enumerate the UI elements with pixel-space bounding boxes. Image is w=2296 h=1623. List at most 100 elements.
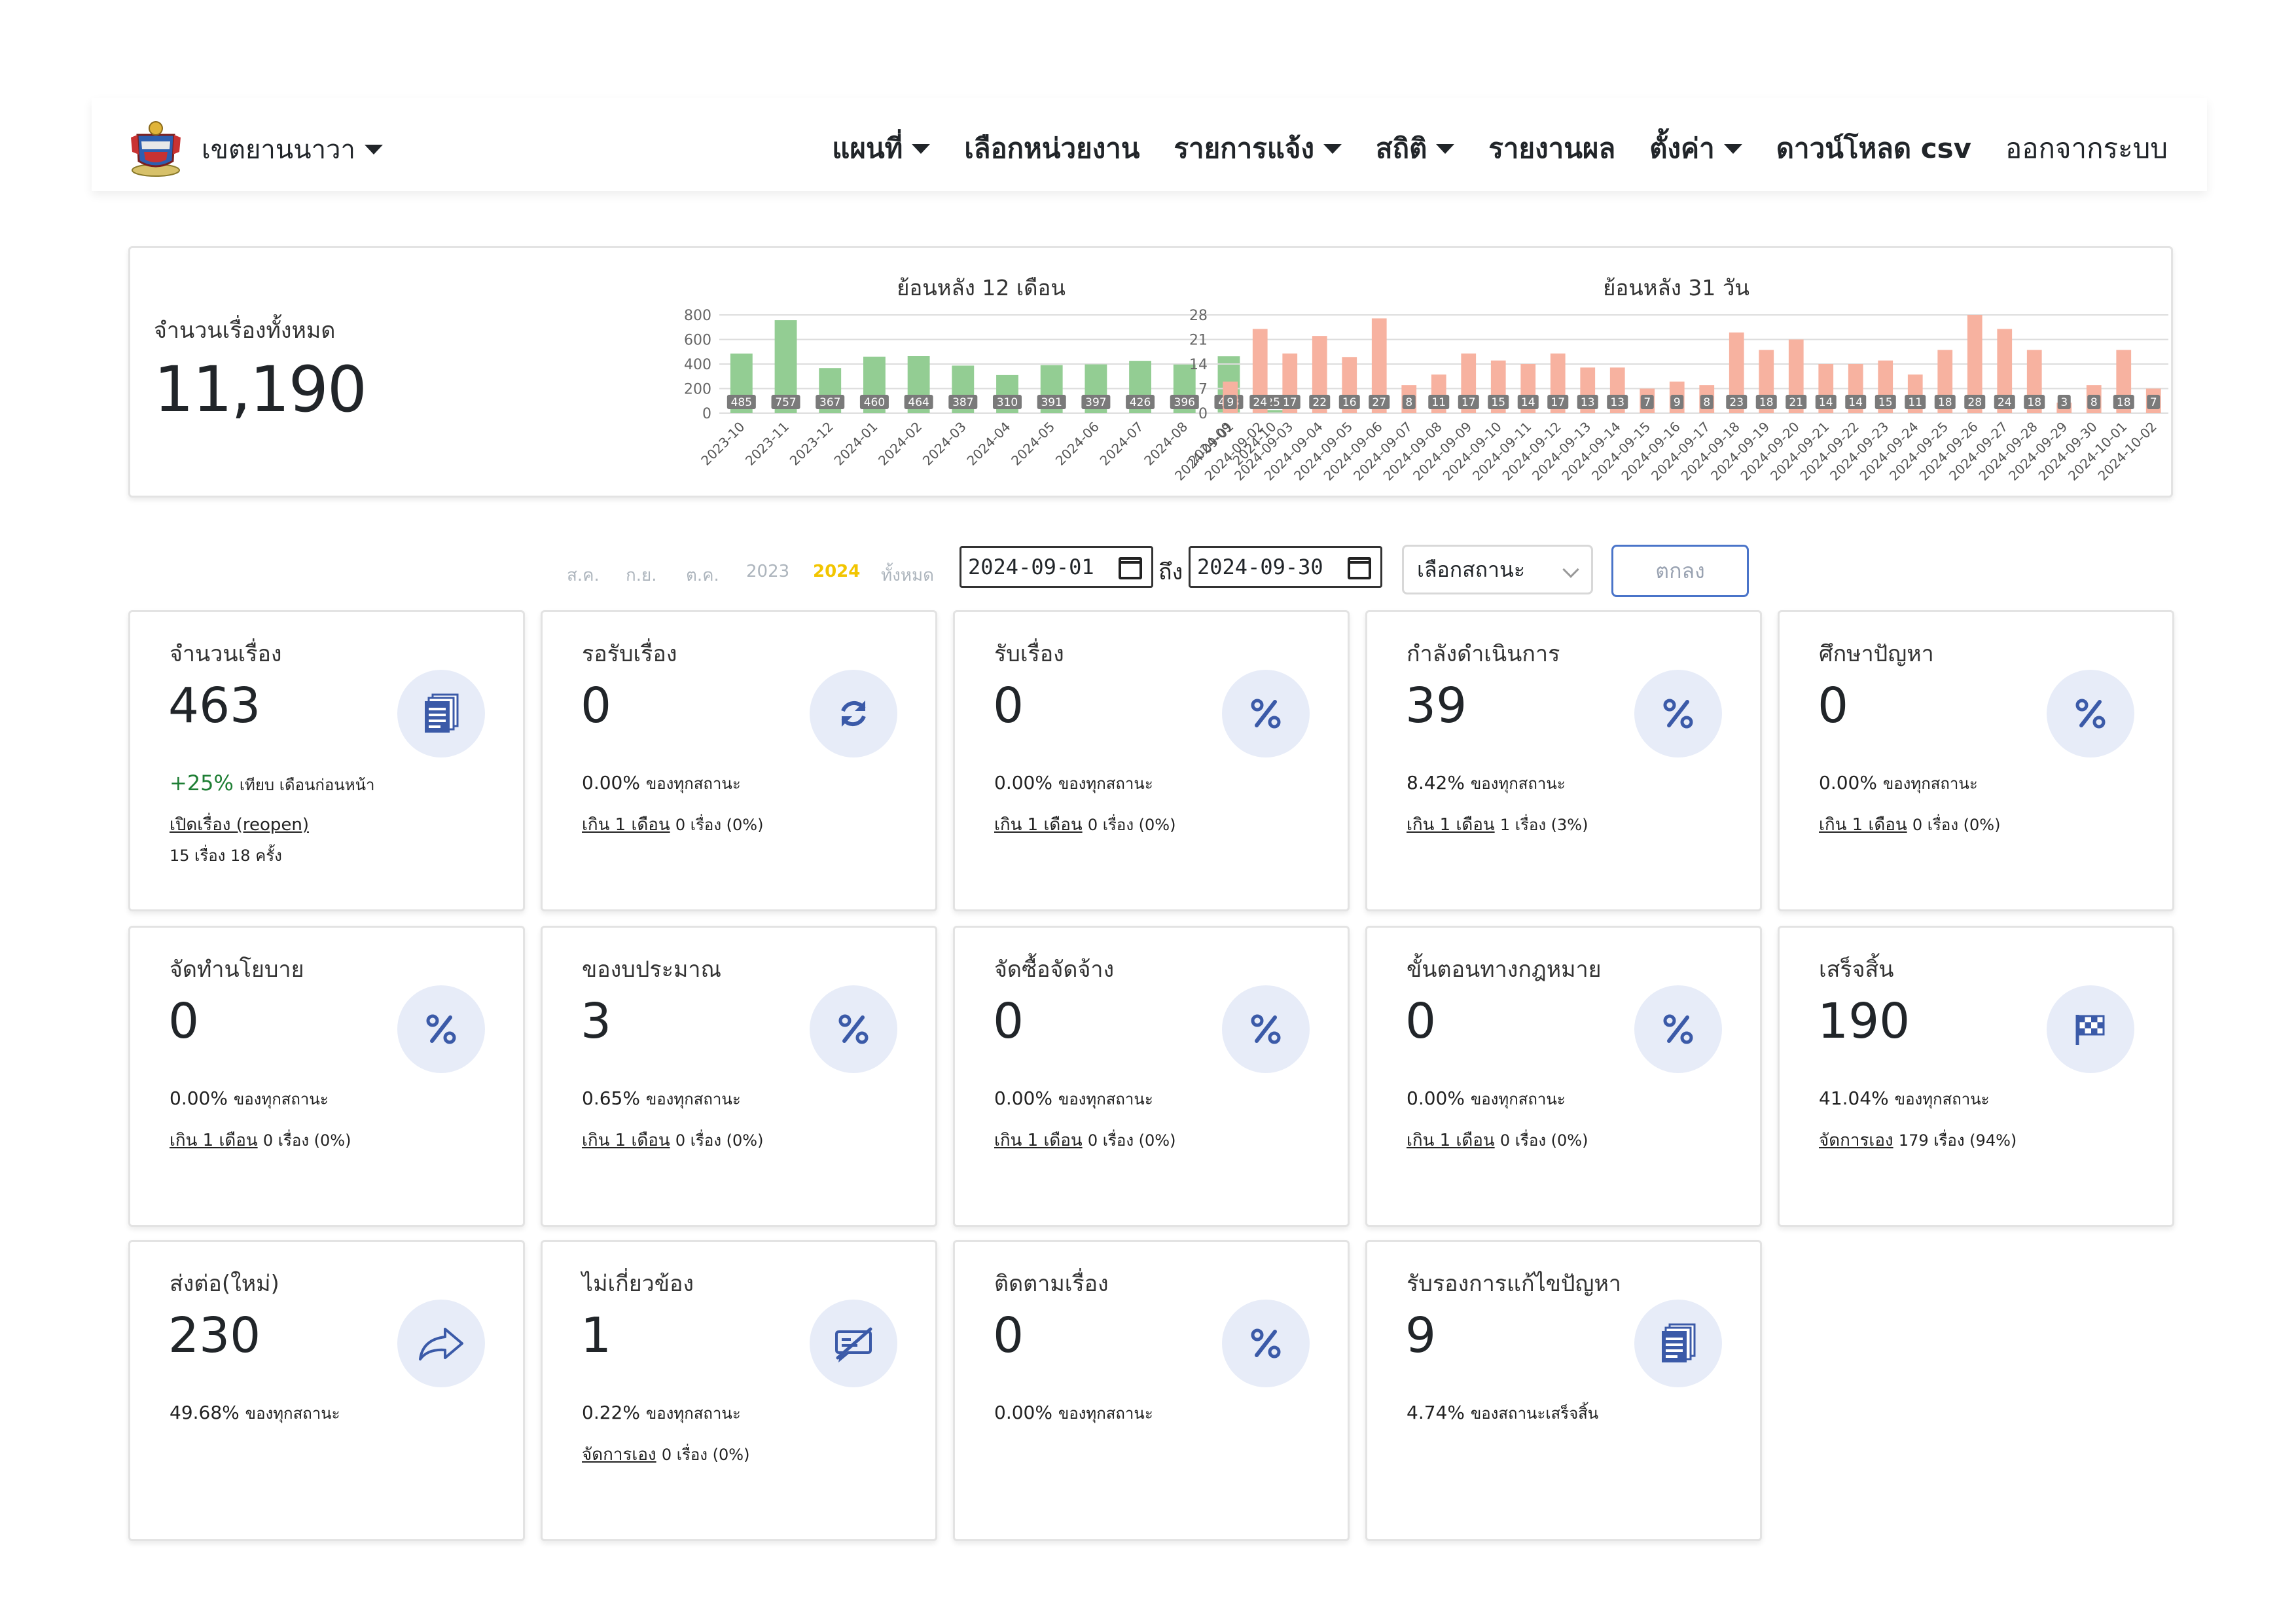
status-card[interactable]: ขั้นตอนทางกฎหมาย 0 0.00% ของทุกสถานะ เกิน 1… xyxy=(1365,926,1762,1227)
card-link[interactable]: เปิดเรื่อง (reopen) xyxy=(170,815,309,835)
nav-settings[interactable]: ตั้งค่า xyxy=(1649,127,1742,170)
quick-link-oct[interactable]: ต.ค. xyxy=(686,566,719,585)
bar[interactable] xyxy=(1371,318,1387,413)
card-link[interactable]: เกิน 1 เดือน xyxy=(1819,815,1907,835)
status-card[interactable]: เสร็จสิ้น 190 41.04% ของทุกสถานะ จัดการเอง … xyxy=(1778,926,2174,1227)
bar[interactable] xyxy=(1997,329,2013,413)
trend-value: +25% xyxy=(170,771,234,795)
data-label: 460 xyxy=(864,396,885,409)
card-detail: เกิน 1 เดือน 0 เรื่อง (0%) xyxy=(170,1127,351,1154)
percent-value: 0.00% xyxy=(994,1402,1052,1423)
quick-link-all[interactable]: ทั้งหมด xyxy=(881,566,934,585)
card-link[interactable]: จัดการเอง xyxy=(1819,1131,1893,1150)
percent-text: ของสถานะเสร็จสิ้น xyxy=(1470,1404,1599,1423)
nav-logout[interactable]: ออกจากระบบ xyxy=(2005,127,2168,170)
data-label: 8 xyxy=(2090,396,2098,409)
status-select[interactable]: เลือกสถานะ xyxy=(1402,545,1593,594)
nav-results-report-label: รายงานผล xyxy=(1488,132,1616,164)
data-label: 18 xyxy=(2117,396,2131,409)
bar[interactable] xyxy=(1729,332,1744,413)
x-tick-label: 2024-07 xyxy=(1097,419,1147,469)
data-label-bg xyxy=(1640,395,1654,409)
data-label-bg xyxy=(1126,395,1155,409)
nav-reports-list[interactable]: รายการแจ้ง xyxy=(1174,127,1342,170)
status-card[interactable]: รับเรื่อง 0 0.00% ของทุกสถานะ เกิน 1 เดือน … xyxy=(953,610,1350,911)
status-card[interactable]: ติดตามเรื่อง 0 0.00% ของทุกสถานะ xyxy=(953,1240,1350,1541)
status-card[interactable]: จัดซื้อจัดจ้าง 0 0.00% ของทุกสถานะ เกิน 1 เ… xyxy=(953,926,1350,1227)
data-label-bg xyxy=(1994,395,2015,409)
card-link-rest: 0 เรื่อง (0%) xyxy=(1912,816,2001,834)
nav-results-report[interactable]: รายงานผล xyxy=(1488,127,1615,170)
status-card[interactable]: รอรับเรื่อง 0 0.00% ของทุกสถานะ เกิน 1 เดือ… xyxy=(541,610,937,911)
card-link[interactable]: เกิน 1 เดือน xyxy=(1407,1131,1495,1150)
percent-icon xyxy=(397,985,485,1073)
card-title: รับรองการแก้ไขปัญหา xyxy=(1407,1271,1621,1297)
card-value: 0 xyxy=(1818,678,1849,734)
bar[interactable] xyxy=(1312,336,1327,413)
status-card[interactable]: ศึกษาปัญหา 0 0.00% ของทุกสถานะ เกิน 1 เดือน… xyxy=(1778,610,2174,911)
status-card[interactable]: รับรองการแก้ไขปัญหา 9 4.74% ของสถานะเสร็จส… xyxy=(1365,1240,1762,1541)
calendar-icon[interactable] xyxy=(1119,557,1142,579)
card-title: จัดซื้อจัดจ้าง xyxy=(994,957,1115,983)
percent-value: 0.00% xyxy=(994,772,1052,793)
status-card[interactable]: ไม่เกี่ยวข้อง 1 0.22% ของทุกสถานะ จัดการเอง… xyxy=(541,1240,937,1541)
nav-download-csv[interactable]: ดาวน์โหลด csv xyxy=(1776,127,1971,170)
card-link[interactable]: เกิน 1 เดือน xyxy=(994,1131,1083,1150)
percent-text: ของทุกสถานะ xyxy=(1058,775,1153,793)
data-label-bg xyxy=(726,395,756,409)
x-tick-label: 2024-03 xyxy=(920,419,969,469)
quick-link-aug[interactable]: ส.ค. xyxy=(567,566,600,585)
data-label-bg xyxy=(948,395,978,409)
total-value: 11,190 xyxy=(154,353,367,426)
card-link[interactable]: เกิน 1 เดือน xyxy=(994,815,1083,835)
percent-value: 41.04% xyxy=(1819,1087,1889,1109)
bar[interactable] xyxy=(1262,410,1285,413)
quick-link-sep[interactable]: ก.ย. xyxy=(626,566,657,585)
percent-icon xyxy=(2047,670,2134,757)
card-link[interactable]: จัดการเอง xyxy=(582,1445,656,1465)
nav-map[interactable]: แผนที่ xyxy=(832,127,931,170)
bar[interactable] xyxy=(1252,329,1268,413)
nav-select-agency[interactable]: เลือกหน่วยงาน xyxy=(964,127,1139,170)
nav-statistics-label: สถิติ xyxy=(1376,132,1427,164)
percent-text: ของทุกสถานะ xyxy=(245,1404,340,1423)
district-dropdown[interactable]: เขตยานนาวา xyxy=(202,128,383,170)
card-link[interactable]: เกิน 1 เดือน xyxy=(582,815,670,835)
nav-statistics[interactable]: สถิติ xyxy=(1376,127,1455,170)
card-link[interactable]: เกิน 1 เดือน xyxy=(1407,815,1495,835)
bar[interactable] xyxy=(1967,315,1982,413)
date-from-input[interactable]: 2024-09-01 xyxy=(960,546,1153,588)
data-label-bg xyxy=(1964,395,1986,409)
card-title: เสร็จสิ้น xyxy=(1819,957,1894,983)
nav-select-agency-label: เลือกหน่วยงาน xyxy=(964,132,1140,164)
data-label-bg xyxy=(1279,395,1300,409)
calendar-icon[interactable] xyxy=(1348,557,1371,579)
status-card[interactable]: ส่งต่อ(ใหม่) 230 49.68% ของทุกสถานะ xyxy=(128,1240,525,1541)
card-title: ส่งต่อ(ใหม่) xyxy=(170,1271,279,1297)
data-label: 485 xyxy=(731,396,752,409)
status-card[interactable]: จำนวนเรื่อง 463 +25% เทียบ เดือนก่อนหน้า เป… xyxy=(128,610,525,911)
status-select-placeholder: เลือกสถานะ xyxy=(1417,556,1526,582)
date-to-input[interactable]: 2024-09-30 xyxy=(1189,546,1382,588)
status-card[interactable]: กำลังดำเนินการ 39 8.42% ของทุกสถานะ เกิน 1 … xyxy=(1365,610,1762,911)
card-value: 39 xyxy=(1405,678,1467,734)
daily-chart-svg: 0714212892024-09-01242024-09-02172024-09… xyxy=(1172,308,2168,484)
bar[interactable] xyxy=(1788,339,1804,414)
data-label: 14 xyxy=(1521,396,1535,409)
quick-link-2024[interactable]: 2024 xyxy=(813,562,861,581)
data-label: 17 xyxy=(1283,396,1297,409)
x-tick-label: 2024-02 xyxy=(875,419,925,469)
card-title: จัดทำนโยบาย xyxy=(170,957,304,983)
date-to-label: ถึง xyxy=(1158,559,1183,585)
ok-button[interactable]: ตกลง xyxy=(1611,545,1749,597)
status-card[interactable]: จัดทำนโยบาย 0 0.00% ของทุกสถานะ เกิน 1 เดือ… xyxy=(128,926,525,1227)
data-label-bg xyxy=(1845,395,1867,409)
quick-link-2023[interactable]: 2023 xyxy=(746,562,790,581)
card-title: กำลังดำเนินการ xyxy=(1407,641,1560,667)
card-value: 0 xyxy=(581,678,612,734)
card-link[interactable]: เกิน 1 เดือน xyxy=(170,1131,258,1150)
percent-icon xyxy=(1634,670,1722,757)
card-link[interactable]: เกิน 1 เดือน xyxy=(582,1131,670,1150)
status-card[interactable]: ของบประมาณ 3 0.65% ของทุกสถานะ เกิน 1 เดือน… xyxy=(541,926,937,1227)
percent-value: 0.00% xyxy=(994,1087,1052,1109)
